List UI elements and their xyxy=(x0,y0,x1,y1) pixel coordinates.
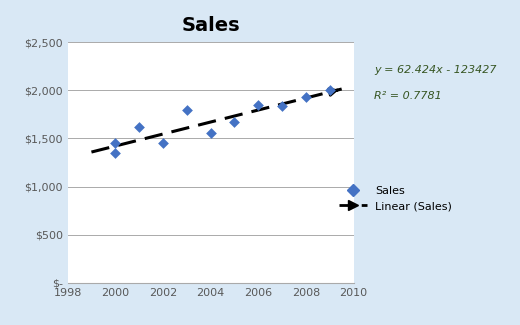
Title: Sales: Sales xyxy=(181,16,240,35)
Point xyxy=(302,95,310,100)
Point xyxy=(111,150,120,155)
Point xyxy=(278,103,286,108)
Point xyxy=(230,120,239,125)
Text: R² = 0.7781: R² = 0.7781 xyxy=(374,91,442,101)
Point xyxy=(326,88,334,93)
Point xyxy=(254,102,263,107)
Text: y = 62.424x - 123427: y = 62.424x - 123427 xyxy=(374,65,497,75)
Point xyxy=(183,107,191,112)
Point xyxy=(135,124,143,129)
Point xyxy=(206,130,215,135)
Point xyxy=(159,141,167,146)
Legend: Sales, Linear (Sales): Sales, Linear (Sales) xyxy=(334,181,457,216)
Point xyxy=(111,141,120,146)
